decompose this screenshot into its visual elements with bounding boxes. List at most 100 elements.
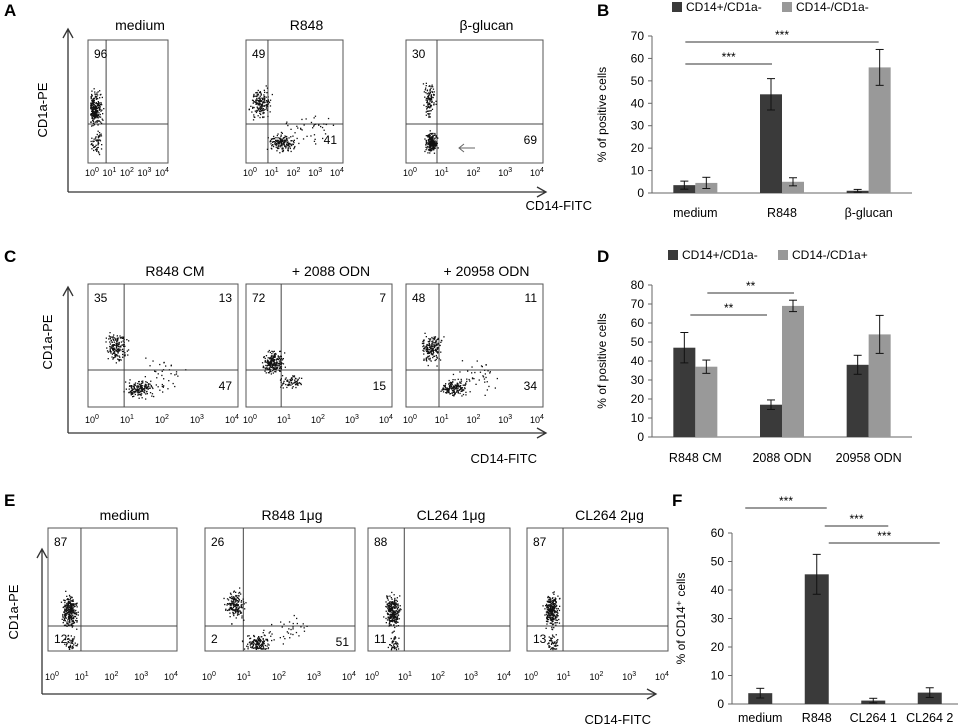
flow-dot [458,385,460,388]
flow-dot [429,340,431,343]
flow-dot [137,390,139,392]
flow-dot [93,118,95,120]
flow-dot [92,144,94,146]
flow-dot [431,143,434,145]
flow-dot [285,140,287,142]
flow-axis-tick-label: 103 [498,414,512,425]
flow-dot [395,647,397,649]
flow-dot [433,338,435,340]
flow-dot [397,603,399,605]
flow-dot [75,604,78,606]
flow-dot [113,347,115,349]
flow-dot [95,96,97,98]
flow-dot [261,643,263,645]
flow-dot [454,392,456,394]
flow-dot [234,609,236,611]
flow-dot [67,614,70,616]
flow-dot [552,597,554,599]
flow-dot [270,362,272,364]
flow-dot [425,336,427,338]
flow-dot [233,605,235,607]
flow-dot [453,388,455,390]
flow-dot [422,345,424,348]
flow-dot [276,361,278,363]
flow-dot [275,141,277,143]
flow-dot [554,606,556,608]
flow-dot [237,607,239,609]
flow-dot [428,103,430,105]
flow-dot [112,336,114,338]
flow-dot [428,343,430,345]
flow-dot [394,604,396,606]
flow-dot [95,113,97,115]
flow-dot [263,356,265,358]
flow-axis-tick-label: 104 [155,167,169,178]
flow-dot [425,142,427,145]
flow-dot [272,351,274,353]
flow-dot [253,642,255,644]
flow-dot [435,135,437,138]
flow-dot [62,615,64,617]
flow-dot [94,137,97,139]
flow-dot [233,591,235,593]
flow-dot [130,394,132,396]
flow-dot [556,611,558,613]
flow-dot [91,110,93,112]
flow-dot [550,617,552,619]
flow-dot [294,382,296,384]
flow-dot [389,595,391,597]
flow-x-label: CD14-FITC [526,198,592,213]
flow-dot [273,350,275,352]
flow-dot [290,381,293,384]
flow-dot [553,606,555,609]
flow-axis-tick-label: 101 [277,414,291,425]
flow-axis-tick-label: 104 [655,671,669,682]
flow-dot [230,600,233,602]
flow-dot [421,342,424,345]
flow-dot [484,394,486,396]
flow-dot [437,342,439,344]
bar [782,305,804,437]
flow-dot [116,335,118,337]
flow-dot [452,394,454,396]
flow-dot [431,349,434,351]
flow-dot [91,107,93,109]
flow-dot [257,89,259,92]
flow-dot [269,105,272,107]
flow-dot [429,107,431,109]
flow-dot [256,99,258,102]
flow-dot [267,360,269,362]
flow-dot [143,388,145,390]
flow-dot [554,648,556,650]
flow-axis-tick-label: 100 [85,167,99,178]
flow-dot [428,338,430,340]
flow-dot [494,387,496,389]
flow-dot [282,147,284,149]
flow-dot [68,618,70,620]
flow-dot [252,107,254,109]
flow-dot [387,646,389,649]
flow-dot [398,637,400,639]
flow-dot [259,116,261,119]
flow-dot [259,112,261,114]
flow-dot [252,647,255,649]
flow-dot [274,143,276,146]
flow-dot [114,356,116,358]
flow-dot [98,139,100,141]
flow-dot [423,104,425,106]
flow-dot [256,641,259,643]
flow-dot [91,125,93,127]
flow-dot [260,107,262,109]
flow-dot [442,388,444,390]
flow-dot [387,606,389,608]
flow-dot [435,354,437,357]
flow-dot [118,342,120,344]
flow-dot [454,387,456,390]
flow-dot [62,622,64,624]
flow-dot [426,107,429,109]
flow-dot [546,614,548,616]
flow-dot [66,611,69,613]
flow-dot [281,148,283,150]
flow-dot [444,387,447,389]
